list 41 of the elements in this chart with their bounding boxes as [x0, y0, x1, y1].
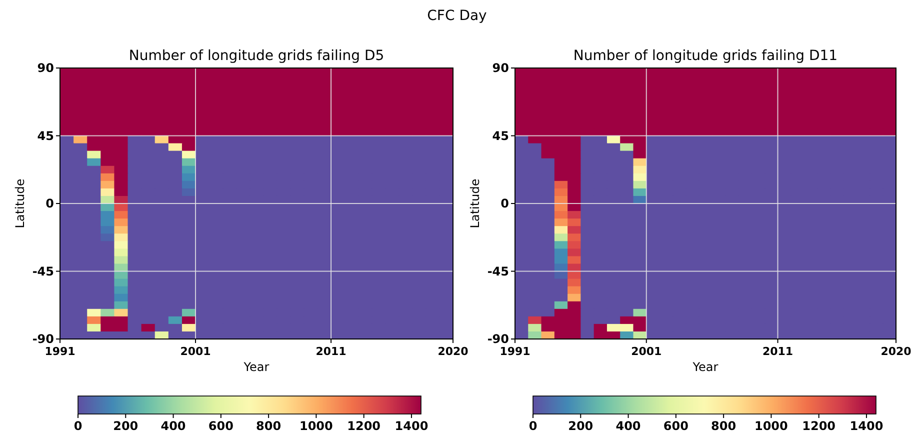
chart-title: Number of longitude grids failing D11 [573, 48, 838, 64]
color-bar-label: 800 [256, 419, 282, 432]
x-axis-title: Year [242, 360, 270, 374]
x-tick-label: 2011 [316, 345, 346, 358]
y-axis-title: Latitude [468, 178, 482, 228]
color-bar-label: 200 [113, 419, 138, 432]
x-tick-label: 1991 [500, 345, 530, 358]
x-tick-label: 2001 [631, 345, 662, 358]
y-tick-label: 0 [500, 196, 509, 210]
color-bar-label: 1000 [754, 419, 788, 432]
y-tick-label: 0 [46, 196, 54, 210]
y-tick-label: 45 [37, 128, 54, 143]
color-bar-label: 800 [711, 419, 736, 432]
y-tick-label: 45 [492, 128, 509, 143]
color-bar-label: 600 [208, 419, 234, 432]
x-tick-label: 1991 [44, 345, 76, 358]
text: CFC Day [427, 8, 487, 24]
x-tick-label: 2011 [762, 345, 794, 358]
color-bar-label: 1000 [299, 419, 333, 432]
color-bar-label: 600 [663, 419, 688, 432]
x-tick-label: 2020 [438, 345, 469, 358]
y-tick-label: -90 [487, 332, 509, 346]
y-tick-label: 90 [492, 61, 509, 75]
y-tick-label: 90 [37, 61, 54, 75]
y-tick-label: -90 [32, 332, 54, 346]
color-bar-label: 1200 [347, 419, 381, 432]
color-bar-label: 1400 [850, 419, 884, 432]
x-tick-label: 2020 [880, 345, 912, 358]
color-bar-label: 1200 [802, 419, 836, 432]
color-bar-label: 1400 [394, 419, 428, 432]
color-bar-label: 400 [160, 419, 186, 432]
x-tick-label: 2001 [180, 345, 211, 358]
y-tick-label: -45 [487, 264, 509, 278]
color-bar-label: 200 [568, 419, 594, 432]
color-bar-label: 400 [616, 419, 641, 432]
color-bar-label: 0 [528, 419, 538, 432]
color-bar-label: 0 [74, 419, 82, 432]
chart-title: Number of longitude grids failing D5 [128, 48, 384, 64]
y-axis-title: Latitude [13, 178, 27, 228]
y-tick-label: -45 [32, 264, 54, 278]
x-axis-title: Year [692, 360, 718, 374]
